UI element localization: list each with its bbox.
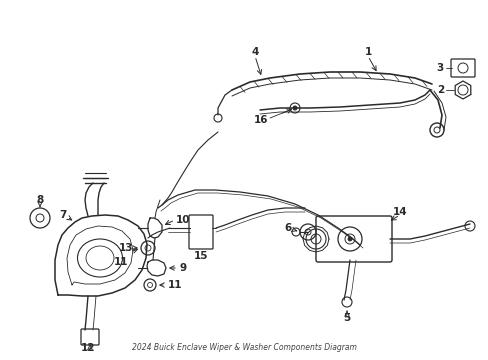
- Text: 3: 3: [436, 63, 443, 73]
- Text: 11: 11: [168, 280, 182, 290]
- Text: 16: 16: [253, 115, 267, 125]
- Text: 5: 5: [343, 313, 350, 323]
- Text: 9: 9: [180, 263, 187, 273]
- Text: 4: 4: [251, 47, 258, 57]
- Text: 12: 12: [81, 343, 95, 353]
- Circle shape: [292, 106, 296, 110]
- Text: 8: 8: [36, 195, 43, 205]
- Text: 6: 6: [284, 223, 291, 233]
- Text: 10: 10: [176, 215, 190, 225]
- Circle shape: [347, 237, 351, 241]
- Text: 2024 Buick Enclave Wiper & Washer Components Diagram: 2024 Buick Enclave Wiper & Washer Compon…: [131, 343, 356, 352]
- Text: 15: 15: [193, 251, 208, 261]
- Text: 7: 7: [59, 210, 66, 220]
- Text: 1: 1: [364, 47, 371, 57]
- Text: 14: 14: [392, 207, 407, 217]
- Text: 2: 2: [436, 85, 443, 95]
- Text: 11: 11: [113, 257, 128, 267]
- Text: 13: 13: [119, 243, 133, 253]
